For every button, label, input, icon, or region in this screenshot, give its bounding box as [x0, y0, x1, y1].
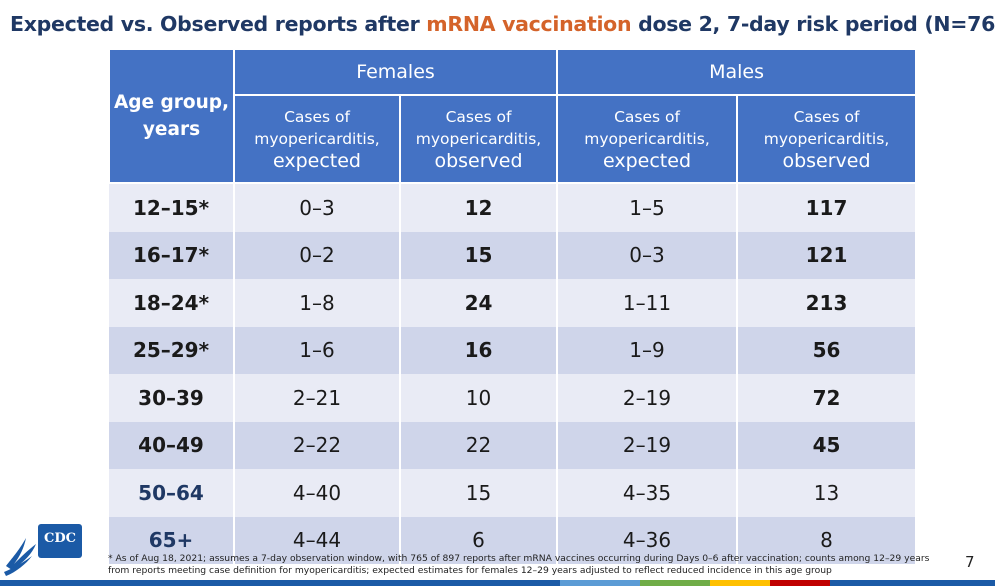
- age-group-cell: 12–15*: [109, 183, 235, 232]
- female-observed-cell: 10: [400, 374, 559, 422]
- male-expected-cell: 4–35: [557, 469, 739, 517]
- age-group-cell: 16–17*: [109, 231, 235, 279]
- female-expected-cell: 4–44: [234, 516, 401, 564]
- subheader-female-observed: Cases of myopericarditis, observed: [398, 94, 559, 184]
- female-observed-cell: 24: [400, 279, 559, 327]
- table-row: 25–29* 1–6 16 1–9 56: [109, 326, 918, 374]
- female-expected-cell: 1–8: [234, 279, 401, 327]
- age-group-cell: 30–39: [109, 374, 235, 422]
- female-expected-cell: 0–2: [234, 231, 401, 279]
- age-header-line2: years: [142, 119, 201, 140]
- subheader-line: Cases of: [793, 108, 860, 126]
- female-expected-cell: 2–21: [234, 374, 401, 422]
- title-part2: dose 2, 7-day risk period (N=765)*: [631, 12, 995, 36]
- female-expected-cell: 4–40: [234, 469, 401, 517]
- title-part1: Expected vs. Observed reports after: [10, 12, 427, 36]
- male-expected-cell: 4–36: [557, 516, 739, 564]
- subheader-line: Cases of: [445, 108, 512, 126]
- female-observed-cell: 22: [400, 421, 559, 469]
- age-header-line1: Age group,: [113, 92, 230, 113]
- male-observed-cell: 8: [737, 516, 918, 564]
- male-observed-cell: 121: [737, 231, 918, 279]
- table-row: 18–24* 1–8 24 1–11 213: [109, 279, 918, 327]
- male-observed-cell: 13: [737, 469, 918, 517]
- subheader-male-expected: Cases of myopericarditis, expected: [556, 94, 739, 184]
- age-group-cell: 65+: [109, 516, 235, 564]
- age-group-cell: 50–64: [109, 469, 235, 517]
- subheader-line: myopericarditis,: [254, 130, 380, 148]
- subheader-line: myopericarditis,: [584, 130, 710, 148]
- page-number: 7: [965, 553, 975, 571]
- subheader-line: Cases of: [614, 108, 680, 126]
- table-row: 16–17* 0–2 15 0–3 121: [109, 231, 918, 279]
- female-observed-cell: 16: [400, 326, 559, 374]
- females-header: Females: [232, 48, 559, 96]
- subheader-female-expected: Cases of myopericarditis, expected: [233, 94, 401, 184]
- female-observed-cell: 12: [400, 183, 559, 232]
- subheader-line: myopericarditis,: [415, 130, 542, 148]
- male-expected-cell: 1–9: [557, 326, 739, 374]
- table-row: 40–49 2–22 22 2–19 45: [109, 421, 918, 469]
- subheader-male-observed: Cases of myopericarditis, observed: [736, 94, 918, 184]
- subheader-line: expected: [273, 150, 361, 172]
- male-expected-cell: 0–3: [557, 231, 739, 279]
- cdc-logo: CDC: [2, 522, 86, 576]
- age-group-cell: 18–24*: [109, 279, 235, 327]
- male-expected-cell: 2–19: [557, 421, 739, 469]
- table-row: 30–39 2–21 10 2–19 72: [109, 374, 918, 422]
- slide-title: Expected vs. Observed reports after mRNA…: [10, 12, 995, 36]
- female-observed-cell: 6: [400, 516, 559, 564]
- bottom-color-bar: [0, 580, 995, 586]
- male-observed-cell: 213: [737, 279, 918, 327]
- age-group-header: Age group, years: [108, 48, 235, 184]
- male-expected-cell: 1–5: [557, 183, 739, 232]
- female-observed-cell: 15: [400, 231, 559, 279]
- footnote: * As of Aug 18, 2021; assumes a 7-day ob…: [108, 553, 948, 577]
- title-highlight: mRNA vaccination: [426, 12, 632, 36]
- table-row: 12–15* 0–3 12 1–5 117: [109, 183, 918, 232]
- subheader-line: expected: [603, 150, 692, 172]
- myopericarditis-table: Age group, years Females Males Cases of m…: [108, 48, 918, 564]
- subheader-line: observed: [782, 150, 871, 172]
- table-row: 50–64 4–40 15 4–35 13: [109, 469, 918, 517]
- footnote-line1: * As of Aug 18, 2021; assumes a 7-day ob…: [108, 553, 930, 564]
- subheader-line: Cases of: [284, 108, 350, 126]
- age-group-cell: 40–49: [109, 421, 235, 469]
- male-observed-cell: 117: [737, 183, 918, 232]
- subheader-line: observed: [434, 150, 523, 172]
- female-expected-cell: 2–22: [234, 421, 401, 469]
- male-expected-cell: 2–19: [557, 374, 739, 422]
- subheader-line: myopericarditis,: [763, 130, 890, 148]
- male-observed-cell: 56: [737, 326, 918, 374]
- female-expected-cell: 0–3: [234, 183, 401, 232]
- male-observed-cell: 45: [737, 421, 918, 469]
- female-expected-cell: 1–6: [234, 326, 401, 374]
- cdc-logo-text: CDC: [38, 524, 82, 558]
- males-header: Males: [556, 48, 918, 96]
- female-observed-cell: 15: [400, 469, 559, 517]
- hhs-eagle-icon: [4, 538, 36, 576]
- table-row: 65+ 4–44 6 4–36 8: [109, 516, 918, 564]
- age-group-cell: 25–29*: [109, 326, 235, 374]
- footnote-line2: from reports meeting case definition for…: [108, 565, 832, 576]
- male-observed-cell: 72: [737, 374, 918, 422]
- male-expected-cell: 1–11: [557, 279, 739, 327]
